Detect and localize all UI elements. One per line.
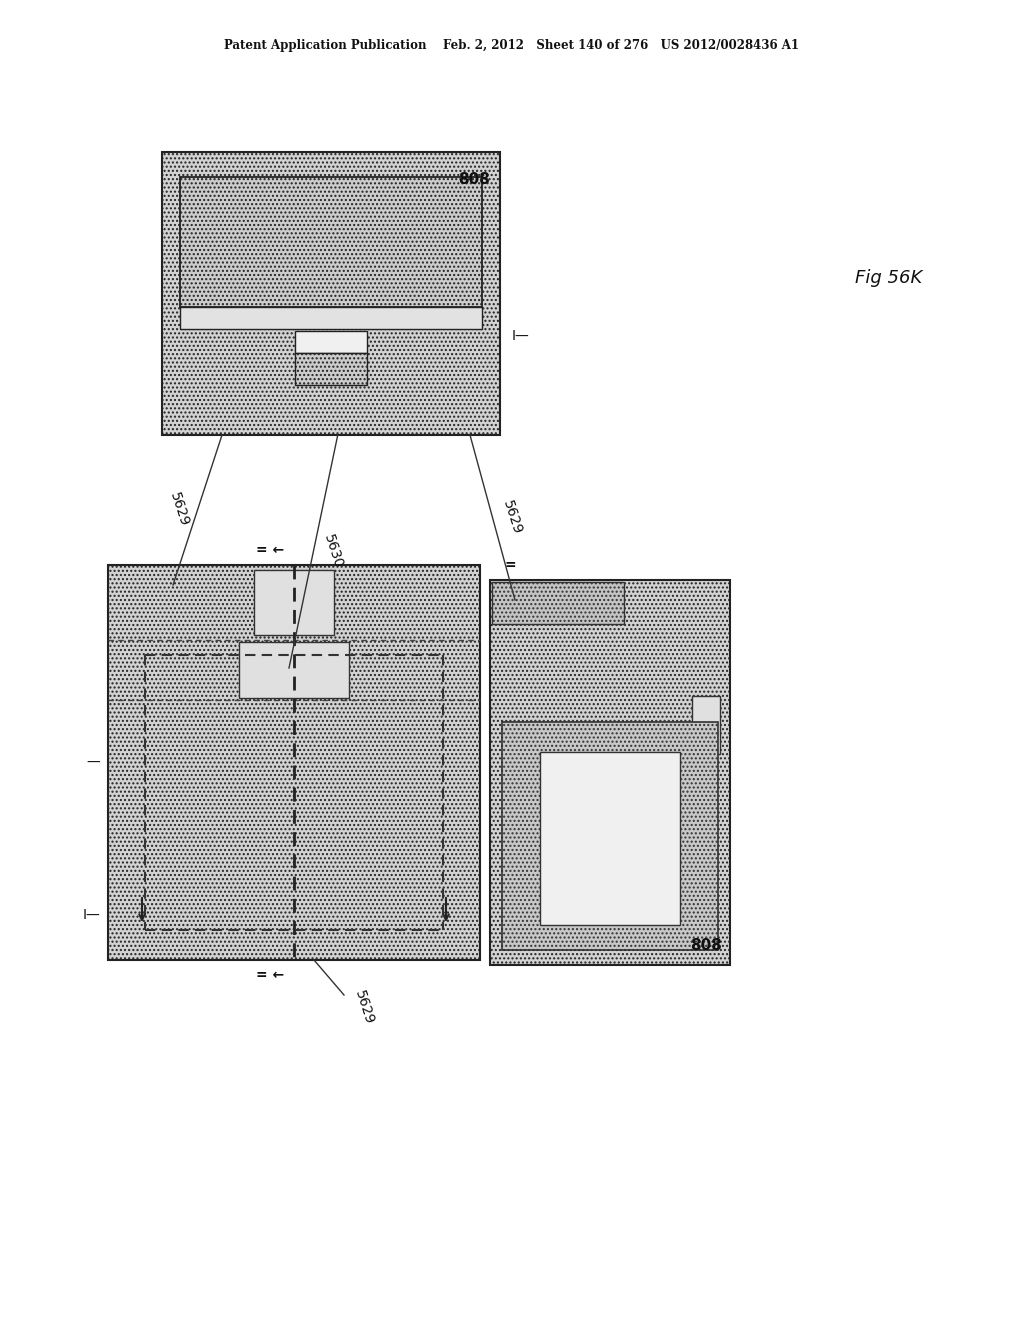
Text: I—: I— [82,908,100,921]
Bar [492,582,624,624]
Bar [490,579,730,965]
Text: 5630: 5630 [322,533,345,570]
Bar [295,352,367,385]
Bar [180,177,482,308]
Text: Patent Application Publication    Feb. 2, 2012   Sheet 140 of 276   US 2012/0028: Patent Application Publication Feb. 2, 2… [224,40,800,53]
Text: 5629: 5629 [501,499,524,536]
Text: 5629: 5629 [167,491,191,529]
Text: Fig 56K: Fig 56K [855,269,923,286]
Bar [254,570,334,635]
Text: 808: 808 [458,172,490,187]
Bar [692,696,720,754]
Bar [180,308,482,329]
Bar [239,642,349,698]
Bar [295,331,367,352]
Bar [108,565,480,960]
Text: =: = [505,558,521,572]
Bar [540,752,680,924]
Text: —: — [86,755,100,770]
Text: 5629: 5629 [352,989,376,1027]
Bar [502,722,718,949]
Text: = ←: = ← [256,543,284,557]
Bar [162,152,500,436]
Text: = ←: = ← [256,968,284,982]
Text: I—: I— [512,329,529,343]
Text: 808: 808 [690,939,722,953]
